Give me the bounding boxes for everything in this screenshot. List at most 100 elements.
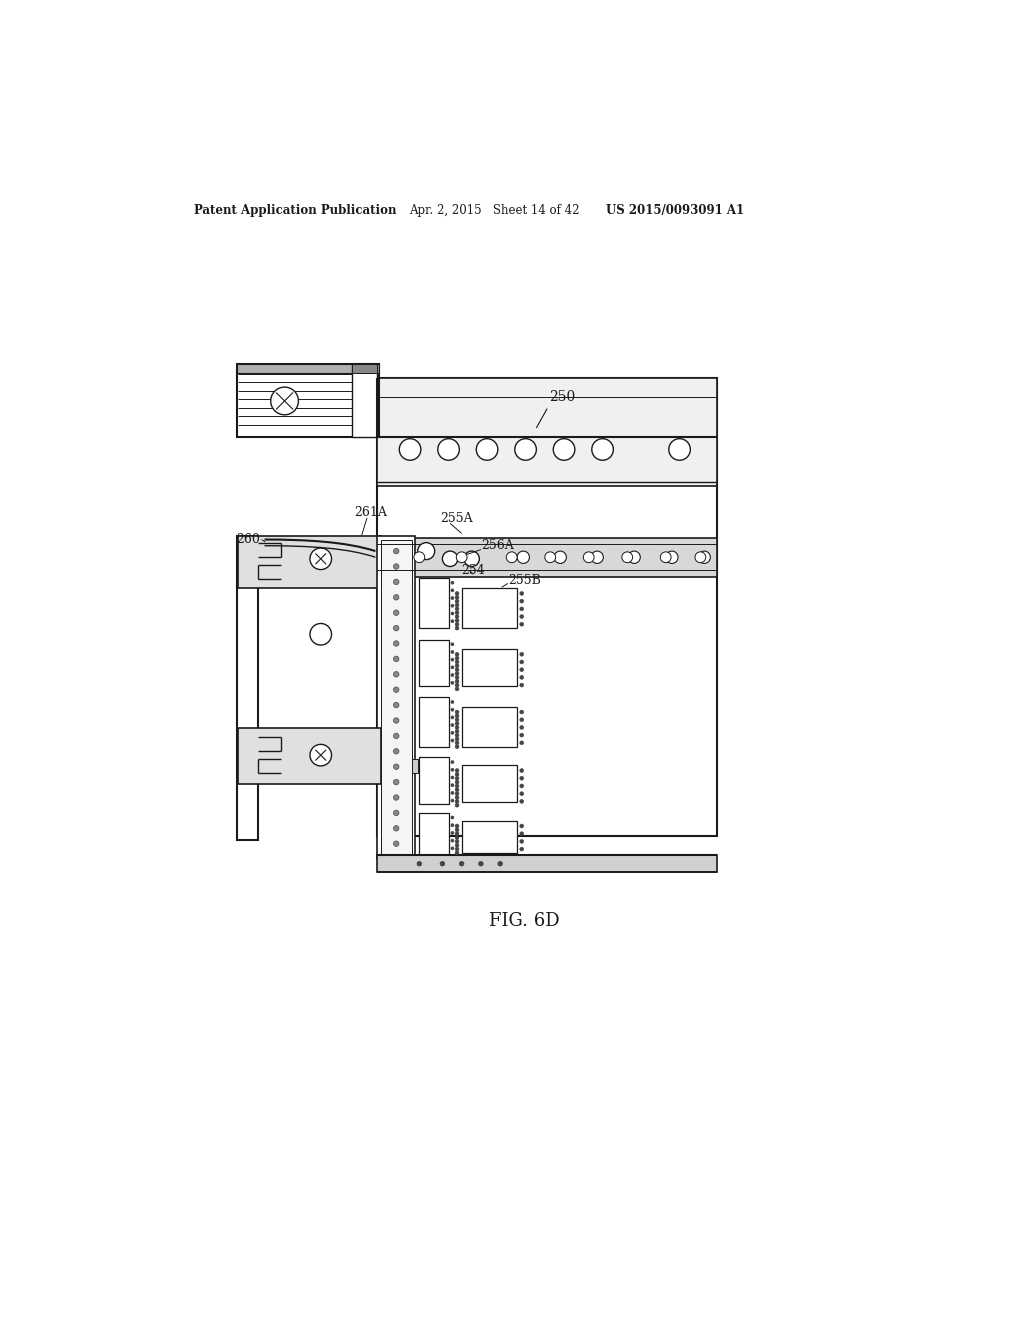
Circle shape xyxy=(451,784,454,787)
Circle shape xyxy=(591,552,603,564)
Bar xyxy=(352,364,377,437)
Circle shape xyxy=(455,824,459,828)
Circle shape xyxy=(393,841,399,846)
Circle shape xyxy=(520,847,523,851)
Circle shape xyxy=(440,862,444,866)
Circle shape xyxy=(451,731,454,734)
Circle shape xyxy=(393,548,399,554)
Circle shape xyxy=(455,796,459,800)
Circle shape xyxy=(455,686,459,690)
Text: FIG. 6D: FIG. 6D xyxy=(489,912,560,929)
Circle shape xyxy=(553,438,574,461)
Circle shape xyxy=(455,672,459,676)
Circle shape xyxy=(520,668,523,672)
Circle shape xyxy=(451,799,454,803)
Circle shape xyxy=(451,597,454,599)
Circle shape xyxy=(455,840,459,843)
Bar xyxy=(352,364,377,374)
Circle shape xyxy=(460,862,464,866)
Circle shape xyxy=(478,862,483,866)
Circle shape xyxy=(520,710,523,714)
Circle shape xyxy=(451,847,454,850)
Bar xyxy=(377,855,717,873)
Circle shape xyxy=(451,840,454,842)
Circle shape xyxy=(515,438,537,461)
Circle shape xyxy=(455,730,459,733)
Circle shape xyxy=(455,664,459,668)
Circle shape xyxy=(660,552,671,562)
Text: Apr. 2, 2015   Sheet 14 of 42: Apr. 2, 2015 Sheet 14 of 42 xyxy=(410,205,580,218)
Circle shape xyxy=(451,708,454,711)
Circle shape xyxy=(393,779,399,785)
Circle shape xyxy=(520,615,523,619)
Circle shape xyxy=(455,710,459,714)
Circle shape xyxy=(442,552,458,566)
Circle shape xyxy=(520,676,523,680)
Text: 261A: 261A xyxy=(354,506,387,519)
Circle shape xyxy=(455,741,459,744)
Circle shape xyxy=(455,726,459,730)
Circle shape xyxy=(506,552,517,562)
Circle shape xyxy=(455,718,459,722)
Circle shape xyxy=(520,733,523,737)
Bar xyxy=(239,729,381,784)
Circle shape xyxy=(698,552,711,564)
Bar xyxy=(412,759,418,774)
Circle shape xyxy=(399,438,421,461)
Circle shape xyxy=(393,626,399,631)
Circle shape xyxy=(520,800,523,804)
Text: Patent Application Publication: Patent Application Publication xyxy=(195,205,397,218)
Circle shape xyxy=(592,438,613,461)
Circle shape xyxy=(393,795,399,800)
Bar xyxy=(237,364,379,374)
Circle shape xyxy=(517,552,529,564)
Circle shape xyxy=(270,387,298,414)
Circle shape xyxy=(310,548,332,570)
Circle shape xyxy=(622,552,633,562)
Circle shape xyxy=(414,552,425,562)
Circle shape xyxy=(455,784,459,788)
Circle shape xyxy=(520,591,523,595)
Circle shape xyxy=(451,605,454,607)
Bar xyxy=(239,536,381,589)
Circle shape xyxy=(520,599,523,603)
Circle shape xyxy=(451,760,454,763)
Circle shape xyxy=(455,792,459,796)
Circle shape xyxy=(455,744,459,748)
Circle shape xyxy=(310,623,332,645)
Circle shape xyxy=(520,622,523,626)
Text: 256A: 256A xyxy=(481,539,514,552)
Bar xyxy=(377,539,717,577)
Circle shape xyxy=(520,726,523,730)
Circle shape xyxy=(520,741,523,744)
Circle shape xyxy=(455,780,459,784)
Bar xyxy=(462,766,517,803)
Circle shape xyxy=(455,603,459,607)
Circle shape xyxy=(455,611,459,615)
Circle shape xyxy=(455,626,459,630)
Circle shape xyxy=(455,832,459,836)
Circle shape xyxy=(451,715,454,719)
Circle shape xyxy=(451,824,454,826)
Circle shape xyxy=(393,748,399,754)
Circle shape xyxy=(451,681,454,684)
Circle shape xyxy=(520,652,523,656)
Circle shape xyxy=(393,825,399,832)
Circle shape xyxy=(451,589,454,591)
Circle shape xyxy=(393,640,399,647)
Circle shape xyxy=(451,701,454,704)
Circle shape xyxy=(455,843,459,847)
Circle shape xyxy=(310,744,332,766)
Bar xyxy=(462,649,517,686)
Circle shape xyxy=(455,847,459,851)
Circle shape xyxy=(455,684,459,686)
Circle shape xyxy=(455,722,459,726)
Bar xyxy=(419,758,449,804)
Circle shape xyxy=(520,840,523,843)
Circle shape xyxy=(451,816,454,818)
Bar xyxy=(377,378,717,836)
Bar xyxy=(462,821,517,853)
Circle shape xyxy=(393,764,399,770)
Circle shape xyxy=(393,686,399,693)
Circle shape xyxy=(455,656,459,660)
